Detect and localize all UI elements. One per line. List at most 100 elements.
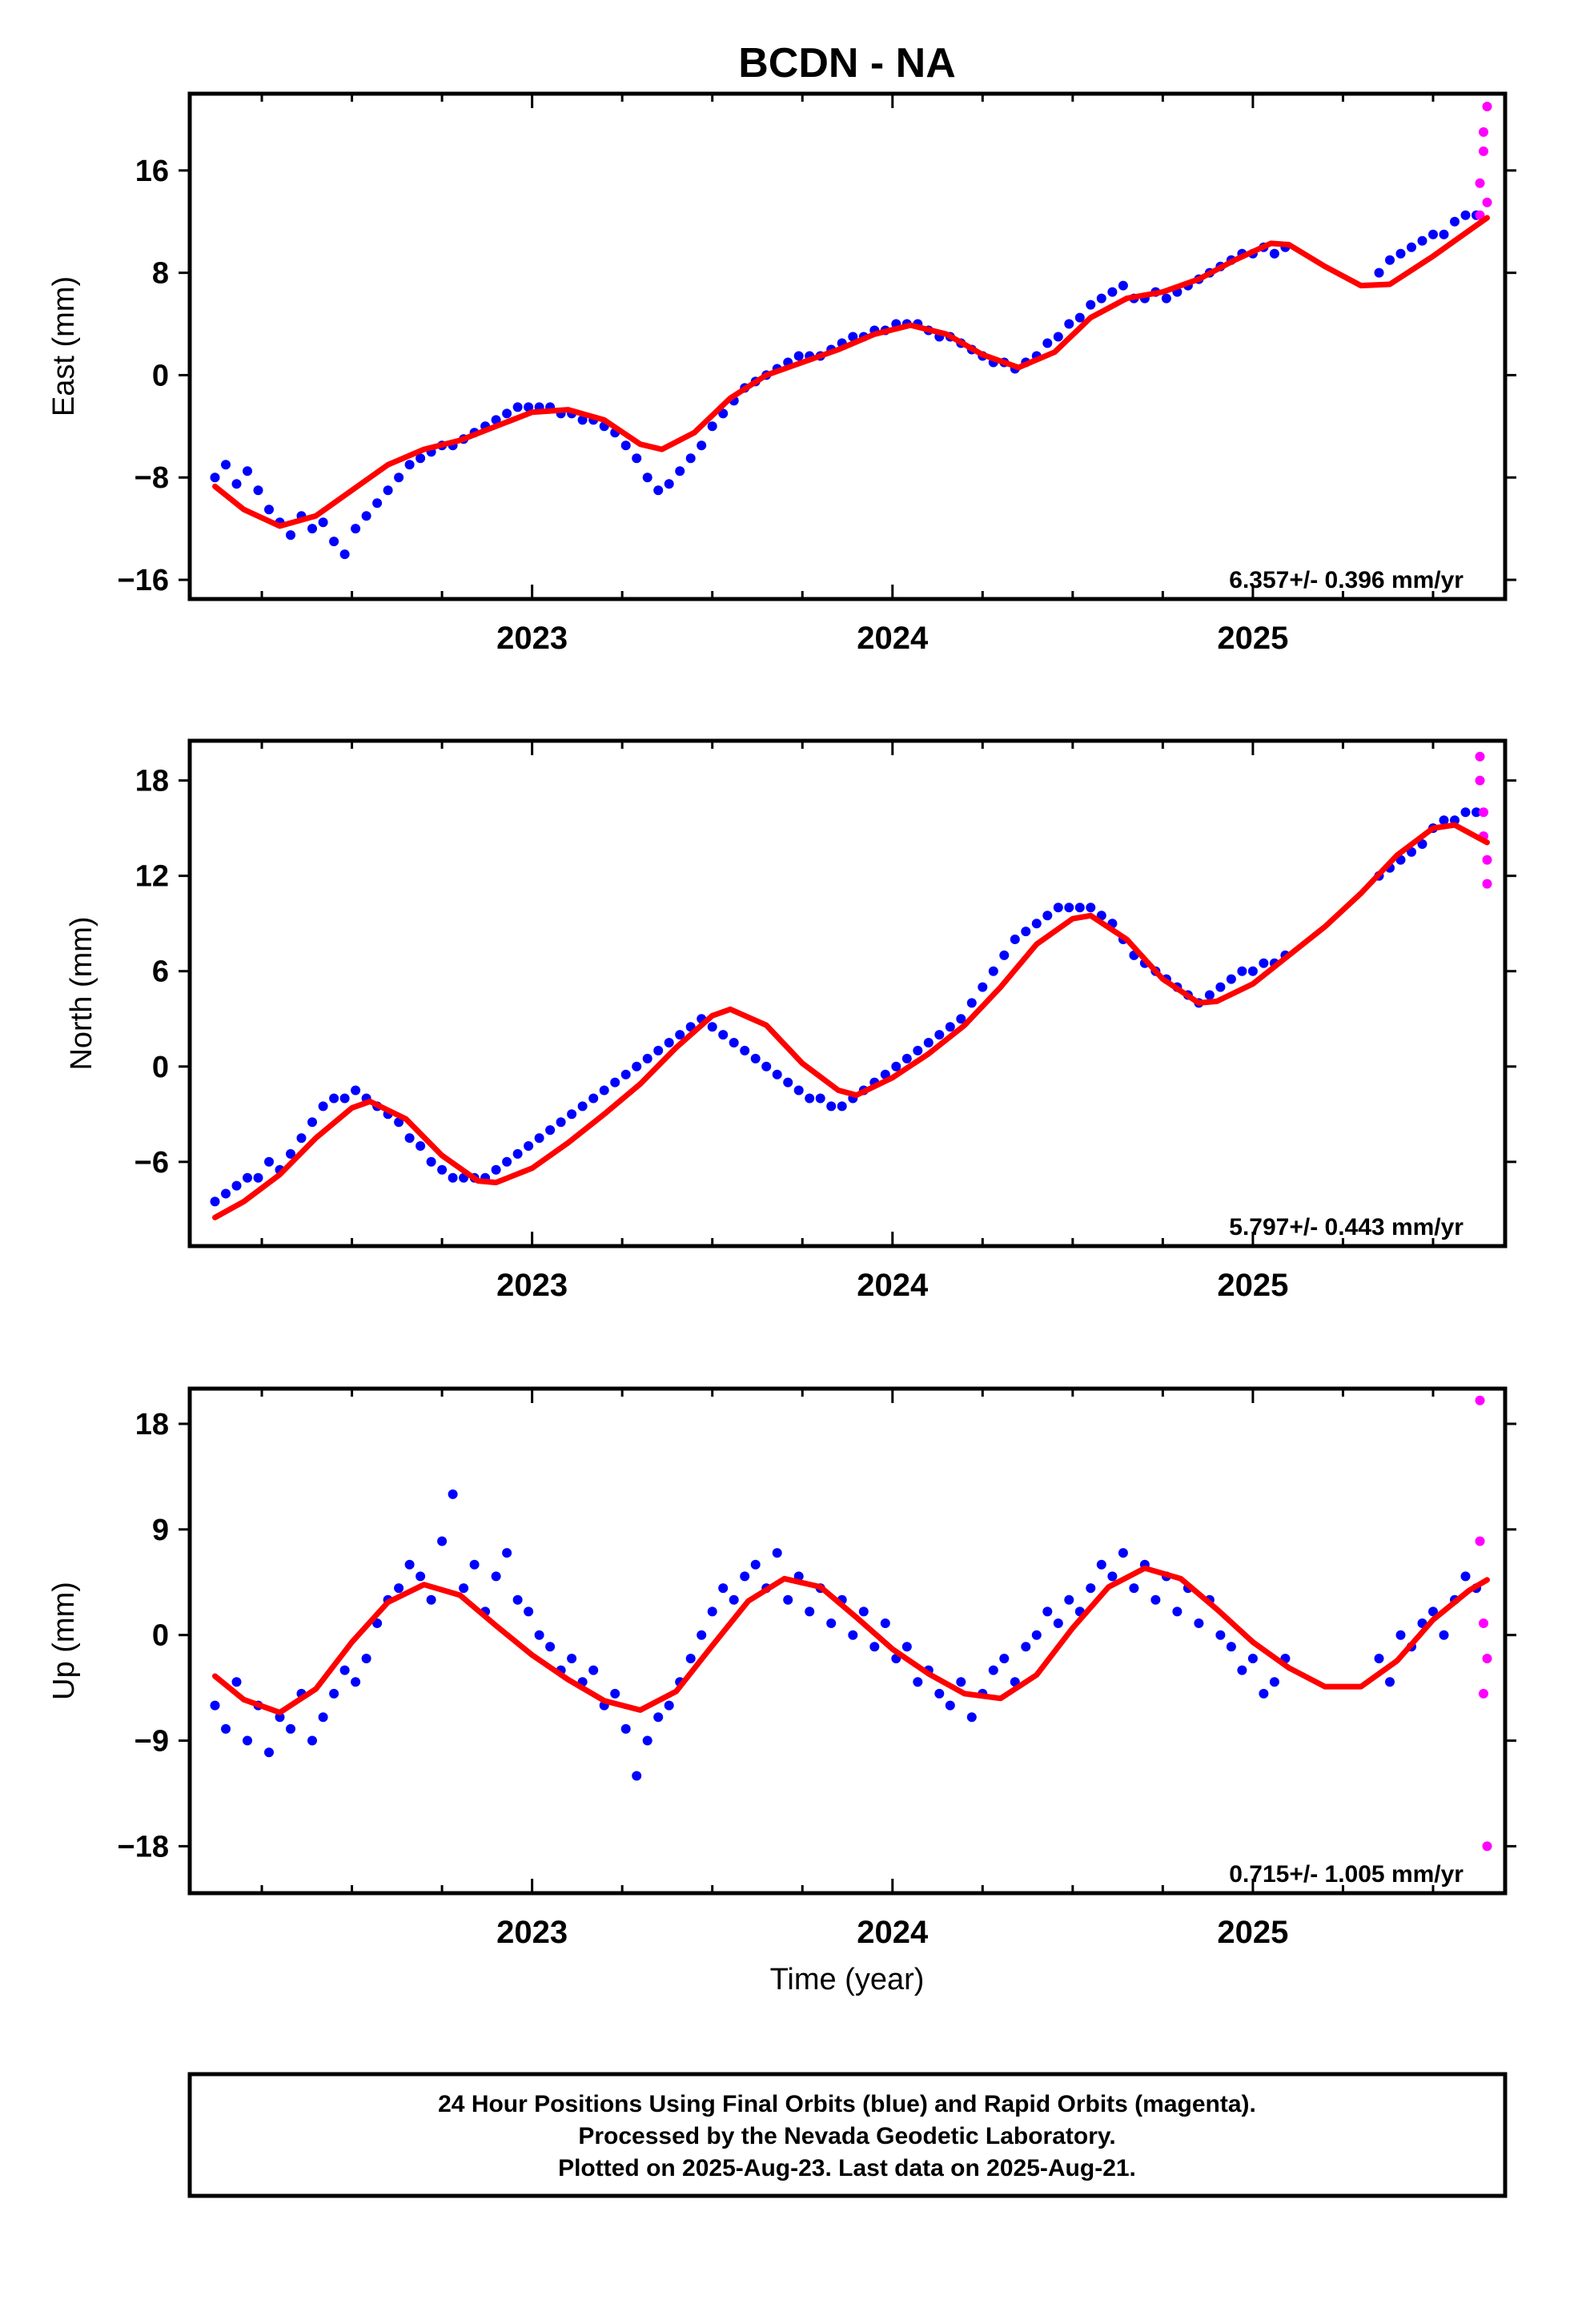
final-orbit-point <box>1247 966 1258 976</box>
final-orbit-point <box>307 1117 317 1128</box>
final-orbit-point <box>1150 1594 1161 1605</box>
final-orbit-point <box>588 1665 599 1675</box>
final-orbit-point <box>805 1093 815 1104</box>
final-orbit-point <box>1237 1665 1247 1675</box>
final-orbit-point <box>1460 1571 1471 1582</box>
final-orbit-point <box>934 1030 945 1040</box>
final-orbit-point <box>945 1700 955 1711</box>
final-orbit-point <box>1407 242 1416 252</box>
final-orbit-point <box>329 1688 339 1699</box>
final-orbit-point <box>404 1559 415 1570</box>
velocity-label-north: 5.797+/- 0.443 mm/yr <box>1229 1214 1464 1240</box>
final-orbit-point <box>1259 1688 1269 1699</box>
final-orbit-point <box>588 1093 599 1104</box>
final-orbit-point <box>231 479 242 489</box>
final-orbit-point <box>999 950 1010 960</box>
final-orbit-point <box>307 1735 317 1746</box>
final-orbit-point <box>339 549 350 560</box>
final-orbit-point <box>1118 280 1128 291</box>
rapid-orbit-point <box>1475 178 1485 188</box>
final-orbit-point <box>1215 982 1226 992</box>
final-orbit-point <box>426 1594 436 1605</box>
final-orbit-point <box>394 1583 404 1594</box>
final-orbit-point <box>416 1141 426 1151</box>
final-orbit-point <box>826 1101 837 1112</box>
y-tick-label: −16 <box>118 564 169 597</box>
final-orbit-point <box>1259 958 1269 968</box>
final-orbit-point <box>426 1156 436 1167</box>
y-tick-label: 18 <box>135 1408 169 1441</box>
final-orbit-point <box>1053 903 1063 913</box>
x-axis-label: Time (year) <box>770 1963 925 1996</box>
footer-box: 24 Hour Positions Using Final Orbits (bl… <box>187 2072 1508 2198</box>
rapid-orbit-point <box>1475 1536 1485 1546</box>
final-orbit-point <box>1439 815 1449 826</box>
final-orbit-point <box>502 1548 512 1558</box>
y-tick-label: −9 <box>135 1725 169 1759</box>
y-tick-label: 0 <box>152 1051 169 1084</box>
final-orbit-point <box>1031 919 1042 929</box>
final-orbit-point <box>221 1723 231 1734</box>
rapid-orbit-point <box>1479 807 1488 818</box>
final-orbit-point <box>1086 903 1096 913</box>
final-orbit-point <box>642 472 652 483</box>
final-orbit-point <box>1247 1654 1258 1663</box>
final-orbit-point <box>664 479 674 489</box>
final-orbit-point <box>783 1594 793 1605</box>
velocity-label-up: 0.715+/- 1.005 mm/yr <box>1229 1861 1464 1888</box>
final-orbit-point <box>210 472 220 483</box>
final-orbit-point <box>534 1133 544 1144</box>
final-orbit-point <box>697 440 707 451</box>
final-orbit-point <box>805 1606 815 1617</box>
final-orbit-point <box>1417 839 1427 849</box>
final-orbit-point <box>361 1654 371 1663</box>
final-orbit-point <box>1269 1677 1279 1687</box>
final-orbit-point <box>1269 248 1279 259</box>
panel-east: 2023 2024 2025 −16 −8 0 8 16 East (mm) 6.357+/- 0… <box>47 91 1516 656</box>
final-orbit-point <box>1226 974 1236 984</box>
rapid-orbit-point <box>1475 775 1485 786</box>
final-orbit-point <box>437 1164 448 1175</box>
final-orbit-point <box>264 1747 274 1758</box>
rapid-orbit-point <box>1482 854 1492 865</box>
final-orbit-point <box>1226 1642 1236 1652</box>
final-orbit-point <box>556 1117 566 1128</box>
final-orbit-point <box>869 1642 880 1652</box>
final-orbit-point <box>296 1133 307 1144</box>
final-orbit-point <box>750 1559 761 1570</box>
rapid-orbit-point <box>1482 102 1492 111</box>
x-tick-label: 2023 <box>496 1268 568 1303</box>
final-orbit-point <box>913 1677 923 1687</box>
final-orbit-point <box>891 1061 901 1072</box>
final-orbit-point <box>901 1053 912 1063</box>
rapid-orbit-point <box>1479 127 1488 137</box>
final-orbit-point <box>243 1735 252 1746</box>
final-orbit-point <box>1395 1630 1406 1640</box>
final-orbit-point <box>1237 966 1247 976</box>
final-orbit-point <box>1118 1548 1128 1558</box>
final-orbit-point <box>988 966 998 976</box>
final-orbit-point <box>524 402 534 412</box>
final-orbit-point <box>1064 319 1074 329</box>
final-orbit-point <box>707 421 717 432</box>
final-orbit-point <box>1374 267 1384 278</box>
y-tick-label: 9 <box>152 1514 169 1547</box>
panel-north: 2023 2024 2025 −6 0 6 12 18 North (mm) 5.797+/- 0… <box>65 738 1516 1303</box>
final-orbit-point <box>956 1677 966 1687</box>
final-orbit-point <box>1021 1642 1031 1652</box>
rapid-orbit-point <box>1479 146 1488 156</box>
final-orbit-point <box>610 1077 620 1088</box>
y-axis-label-north: North (mm) <box>65 916 98 1070</box>
plot-frame-north <box>187 738 1508 1248</box>
final-orbit-point <box>934 1688 945 1699</box>
final-orbit-point <box>577 1101 588 1112</box>
x-tick-label: 2025 <box>1217 1915 1288 1950</box>
final-orbit-point <box>685 453 696 464</box>
model-curve-north <box>212 822 1490 1220</box>
final-orbit-point <box>1417 235 1427 246</box>
final-orbit-point <box>339 1093 350 1104</box>
data-layer-up <box>210 1395 1492 1852</box>
final-orbit-point <box>815 1093 825 1104</box>
final-orbit-point <box>512 1594 523 1605</box>
final-orbit-point <box>945 1022 955 1032</box>
